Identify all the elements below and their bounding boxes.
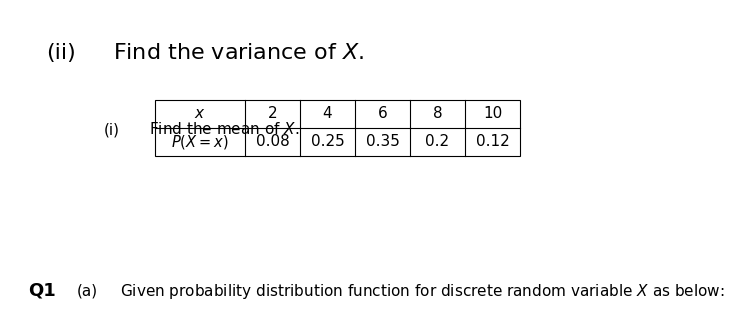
Text: (a): (a) (77, 284, 98, 299)
Text: 0.2: 0.2 (426, 134, 450, 150)
Text: 10: 10 (483, 107, 502, 122)
Text: $P(X = x)$: $P(X = x)$ (171, 133, 229, 151)
Text: (i): (i) (104, 122, 120, 137)
Text: (ii): (ii) (46, 43, 76, 63)
Text: $x$: $x$ (194, 107, 206, 122)
Text: 0.12: 0.12 (475, 134, 510, 150)
Text: 6: 6 (378, 107, 387, 122)
Text: Find the variance of $X$.: Find the variance of $X$. (113, 43, 364, 63)
Text: 4: 4 (323, 107, 332, 122)
Text: Find the mean of $X$.: Find the mean of $X$. (149, 121, 300, 137)
Text: 0.08: 0.08 (256, 134, 289, 150)
Bar (155, 100, 520, 156)
Text: 0.35: 0.35 (365, 134, 399, 150)
Text: 2: 2 (268, 107, 277, 122)
Text: Given probability distribution function for discrete random variable $X$ as belo: Given probability distribution function … (120, 282, 725, 301)
Text: Q1: Q1 (28, 282, 55, 300)
Text: 0.25: 0.25 (311, 134, 344, 150)
Text: 8: 8 (433, 107, 443, 122)
